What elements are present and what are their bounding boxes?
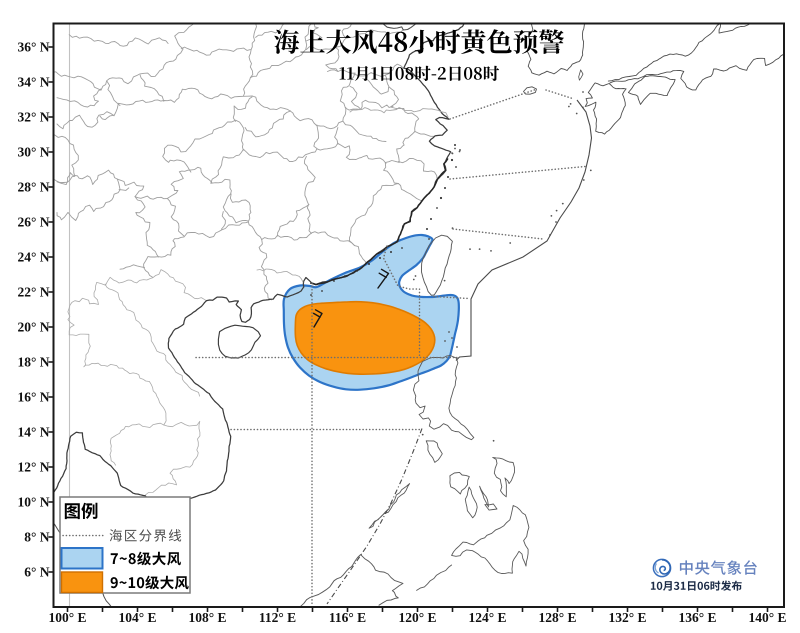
svg-text:8° N: 8° N bbox=[24, 530, 50, 545]
svg-text:12° N: 12° N bbox=[17, 460, 49, 475]
svg-text:22° N: 22° N bbox=[17, 285, 49, 300]
svg-text:120° E: 120° E bbox=[398, 610, 436, 625]
svg-text:140° E: 140° E bbox=[748, 610, 786, 625]
svg-text:18° N: 18° N bbox=[17, 355, 49, 370]
svg-text:24° N: 24° N bbox=[17, 250, 49, 265]
svg-text:108° E: 108° E bbox=[188, 610, 226, 625]
svg-text:30° N: 30° N bbox=[17, 145, 49, 160]
svg-text:136° E: 136° E bbox=[678, 610, 716, 625]
svg-text:104° E: 104° E bbox=[118, 610, 156, 625]
svg-text:20° N: 20° N bbox=[17, 320, 49, 335]
svg-text:6° N: 6° N bbox=[24, 565, 50, 580]
svg-text:112° E: 112° E bbox=[259, 610, 296, 625]
svg-text:10° N: 10° N bbox=[17, 495, 49, 510]
svg-text:36° N: 36° N bbox=[17, 40, 49, 55]
svg-text:28° N: 28° N bbox=[17, 180, 49, 195]
svg-text:34° N: 34° N bbox=[17, 75, 49, 90]
svg-text:124° E: 124° E bbox=[468, 610, 506, 625]
svg-text:116° E: 116° E bbox=[329, 610, 366, 625]
svg-text:32° N: 32° N bbox=[17, 110, 49, 125]
svg-text:16° N: 16° N bbox=[17, 390, 49, 405]
svg-text:14° N: 14° N bbox=[17, 425, 49, 440]
svg-text:100° E: 100° E bbox=[48, 610, 86, 625]
svg-text:128° E: 128° E bbox=[538, 610, 576, 625]
svg-text:132° E: 132° E bbox=[608, 610, 646, 625]
svg-text:26° N: 26° N bbox=[17, 215, 49, 230]
